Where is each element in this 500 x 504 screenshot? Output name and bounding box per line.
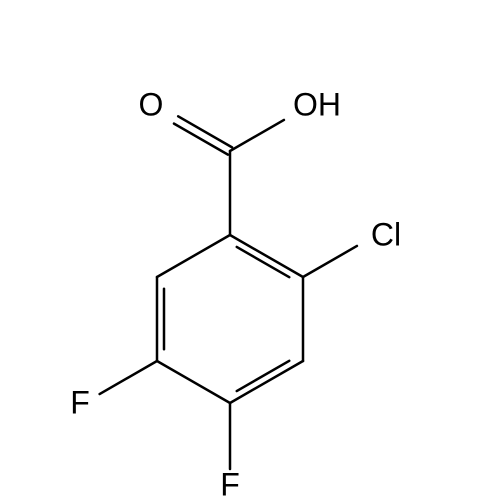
atom-label-oh: OH bbox=[293, 87, 341, 124]
atom-label-o_dbl: O bbox=[139, 87, 164, 124]
atom-label-f5: F bbox=[70, 385, 90, 422]
atom-label-cl: Cl bbox=[371, 217, 401, 254]
atom-label-f4: F bbox=[220, 467, 240, 504]
bonds-group bbox=[100, 116, 357, 469]
molecule-canvas bbox=[0, 0, 500, 500]
